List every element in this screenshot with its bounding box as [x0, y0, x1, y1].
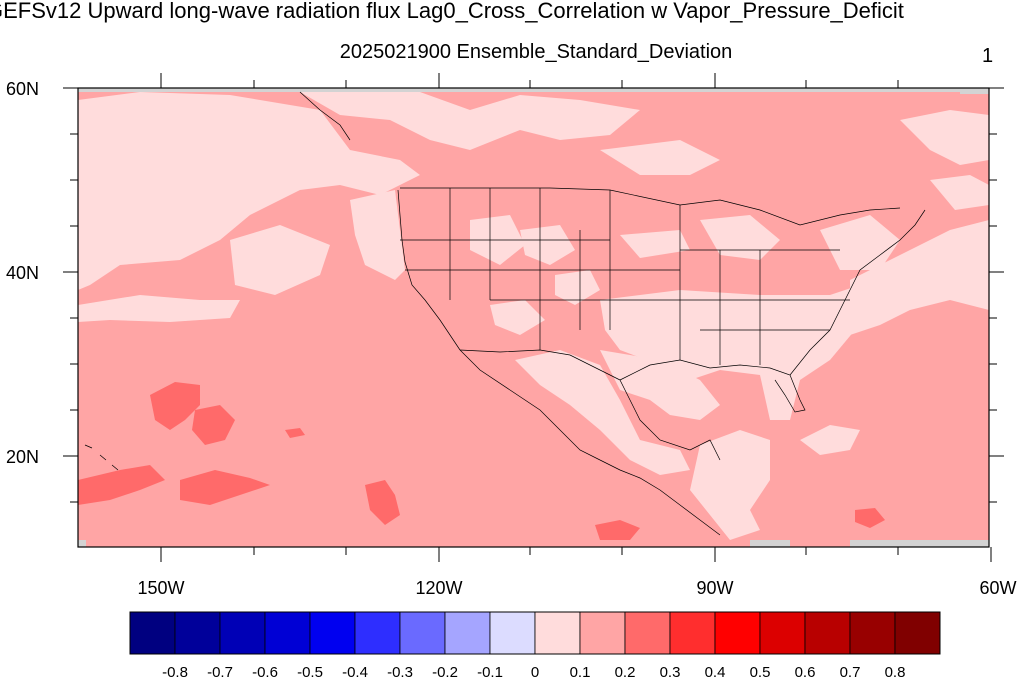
colorbar-swatch	[399, 611, 446, 655]
north-pacific-light-band	[78, 92, 420, 290]
mexico-west-coast	[459, 349, 601, 461]
colorbar-swatch	[264, 611, 311, 655]
hawaii-islands	[84, 444, 119, 471]
colorbar-tick-label: -0.8	[162, 664, 188, 681]
pacific-strong-small	[365, 480, 400, 525]
caribbean-light	[690, 430, 770, 540]
colorbar-tick-label: 0.5	[749, 664, 771, 681]
southeast-us-light	[600, 285, 860, 420]
colorbar-swatch	[354, 611, 401, 655]
field-strong-regions	[78, 382, 885, 540]
colorbar-tick-label: -0.5	[297, 664, 323, 681]
us-mexico-border	[459, 349, 621, 381]
map-title: GEFSv12 Upward long-wave radiation flux …	[0, 0, 904, 23]
coastal-light-strip	[350, 190, 405, 280]
us-west-coast	[397, 189, 461, 351]
caribbean-strong	[855, 508, 885, 528]
pacific-light-patch-west	[230, 225, 330, 295]
alaska-panhandle	[299, 91, 351, 141]
colorbar-tick-label: -0.3	[387, 664, 413, 681]
colorbar-tick-label: -0.1	[477, 664, 503, 681]
colorbar-swatch	[804, 611, 851, 655]
lat-label-60n: 60N	[6, 79, 40, 99]
colorbar-tick-label: -0.7	[207, 664, 233, 681]
great-lakes-light	[700, 215, 780, 260]
lat-label-20n: 20N	[6, 447, 40, 467]
pacific-strong-tiny	[285, 428, 305, 438]
lat-label-40n: 40N	[6, 263, 40, 283]
mexico-light	[515, 350, 690, 475]
central-america-coast	[599, 459, 721, 536]
central-plains-light	[620, 230, 690, 258]
atlantic-light-band	[850, 220, 989, 335]
colorbar-swatch	[714, 611, 761, 655]
gulf-coast	[619, 359, 806, 413]
colorado-light	[555, 270, 600, 305]
colorbar-swatch	[624, 611, 671, 655]
pacific-strong-south	[180, 470, 270, 505]
lon-label-60w: 60W	[979, 578, 1017, 598]
colorbar-swatch	[174, 611, 221, 655]
caribbean-east-light	[800, 425, 860, 455]
colorbar-tick-label: -0.2	[432, 664, 458, 681]
hawaii-strong-mid	[192, 405, 235, 445]
colorbar-swatch	[534, 611, 581, 655]
field-light-regions	[78, 92, 989, 540]
rockies-light	[520, 225, 575, 265]
pacific-light-patch-coast	[78, 295, 240, 322]
mexico-interior-light	[600, 350, 720, 420]
lon-label-90w: 90W	[696, 578, 734, 598]
map-subtitle: 2025021900 Ensemble_Standard_Deviation	[339, 41, 733, 63]
colorbar-swatch	[444, 611, 491, 655]
colorbar-tick-label: -0.6	[252, 664, 278, 681]
colorbar-tick-label: 0.7	[839, 664, 861, 681]
colorbar-tick-label: 0.6	[794, 664, 816, 681]
colorbar-tick-label: 0	[530, 664, 540, 681]
colorbar-tick-label: 0.4	[704, 664, 726, 681]
canada-light	[600, 140, 720, 175]
us-east-coast	[789, 209, 926, 376]
alaska-gulf-light	[300, 92, 640, 150]
coastlines-and-borders	[84, 91, 926, 536]
lon-label-150w: 150W	[137, 578, 185, 598]
colorbar-swatch	[219, 611, 266, 655]
colorbar-swatch	[129, 611, 176, 655]
missing-data-patches	[78, 88, 989, 547]
panel-number: 1	[982, 45, 994, 67]
colorbar-swatch	[489, 611, 536, 655]
colorbar-tick-label: -0.4	[342, 664, 368, 681]
colorbar-tick-label: 0.3	[659, 664, 681, 681]
lon-label-120w: 120W	[415, 578, 463, 598]
axis-ticks	[63, 73, 1004, 562]
central-america-strong	[595, 520, 640, 540]
northeast-light	[820, 215, 900, 270]
colorbar-swatch	[579, 611, 626, 655]
atlantic-light-east	[930, 175, 989, 210]
colorbar-swatch	[669, 611, 716, 655]
mexico-gulf-coast	[619, 379, 721, 461]
colorbar-swatch	[759, 611, 806, 655]
us-canada-border	[400, 187, 901, 226]
colorbar-tick-label: 0.1	[569, 664, 591, 681]
hawaii-strong-south	[78, 465, 165, 505]
colorbar-swatch	[894, 611, 941, 655]
colorbar	[129, 611, 941, 655]
colorbar-swatch	[309, 611, 356, 655]
colorbar-outline	[129, 611, 941, 655]
southwest-light	[490, 300, 545, 335]
labrador-light	[900, 110, 989, 165]
colorbar-tick-label: 0.2	[614, 664, 636, 681]
colorbar-tick-label: 0.8	[884, 664, 906, 681]
colorbar-swatch	[849, 611, 896, 655]
hawaii-strong-north	[150, 382, 200, 430]
